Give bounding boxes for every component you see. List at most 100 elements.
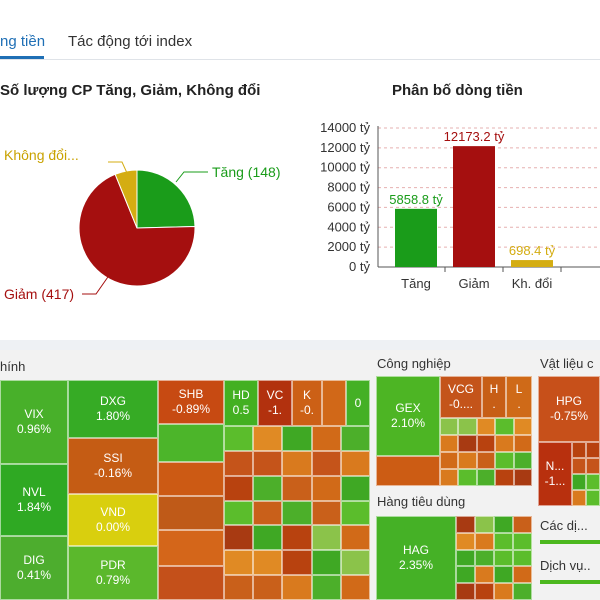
- stock-tile[interactable]: [513, 532, 532, 550]
- stock-tile[interactable]: [253, 550, 283, 576]
- tile-h[interactable]: H.: [482, 376, 506, 418]
- stock-tile[interactable]: [253, 450, 283, 476]
- tile-finance-small[interactable]: [158, 530, 224, 566]
- stock-tile[interactable]: [494, 549, 513, 567]
- bar-down[interactable]: [453, 146, 495, 267]
- tile-dig[interactable]: DIG 0.41%: [0, 536, 68, 600]
- stock-tile[interactable]: [458, 418, 477, 435]
- stock-tile[interactable]: [513, 469, 532, 486]
- tab-money-flow[interactable]: ng tiền: [0, 33, 46, 50]
- stock-tile[interactable]: [340, 575, 370, 600]
- tile-vcg[interactable]: VCG -0....: [440, 376, 482, 418]
- sector-title-services[interactable]: Các dị...: [540, 518, 588, 533]
- stock-tile[interactable]: [456, 583, 475, 600]
- stock-tile[interactable]: [458, 452, 477, 469]
- stock-tile[interactable]: [340, 500, 370, 526]
- tile-k[interactable]: K -0.: [292, 380, 322, 426]
- stock-tile[interactable]: [586, 442, 600, 458]
- stock-tile[interactable]: [513, 549, 532, 567]
- stock-tile[interactable]: [494, 532, 513, 550]
- stock-tile[interactable]: [224, 550, 254, 576]
- stock-tile[interactable]: [253, 500, 283, 526]
- sector-title-consumer[interactable]: Hàng tiêu dùng: [377, 494, 466, 509]
- stock-tile[interactable]: [253, 475, 283, 501]
- tile-hd[interactable]: HD 0.5: [224, 380, 258, 426]
- stock-tile[interactable]: [282, 426, 312, 451]
- pie-slice-down[interactable]: [78, 173, 196, 287]
- sector-title-industry[interactable]: Công nghiệp: [377, 356, 451, 371]
- stock-tile[interactable]: [475, 566, 494, 584]
- stock-tile[interactable]: [494, 516, 513, 533]
- stock-tile[interactable]: [572, 458, 586, 474]
- stock-tile[interactable]: [476, 418, 496, 435]
- stock-tile[interactable]: [311, 525, 341, 551]
- tile-vc[interactable]: VC -1.: [258, 380, 292, 426]
- stock-tile[interactable]: [224, 525, 254, 551]
- stock-tile[interactable]: [456, 549, 475, 567]
- stock-tile[interactable]: [224, 500, 254, 526]
- stock-tile[interactable]: [572, 490, 586, 506]
- stock-tile[interactable]: [340, 550, 370, 576]
- stock-tile[interactable]: [224, 426, 254, 451]
- stock-tile[interactable]: [440, 469, 459, 486]
- stock-tile[interactable]: [440, 435, 459, 452]
- stock-tile[interactable]: [458, 435, 477, 452]
- stock-tile[interactable]: [495, 452, 514, 469]
- stock-tile[interactable]: [311, 550, 341, 576]
- stock-tile[interactable]: [224, 475, 254, 501]
- stock-tile[interactable]: [513, 566, 532, 584]
- tile-vix[interactable]: VIX 0.96%: [0, 380, 68, 464]
- tile-nvl[interactable]: NVL 1.84%: [0, 464, 68, 536]
- stock-tile[interactable]: [311, 426, 341, 451]
- stock-tile[interactable]: [340, 525, 370, 551]
- stock-tile[interactable]: [440, 418, 459, 435]
- stock-tile[interactable]: [476, 452, 496, 469]
- tile-l[interactable]: L.: [506, 376, 532, 418]
- tile-ssi[interactable]: SSI -0.16%: [68, 438, 158, 494]
- stock-tile[interactable]: [494, 583, 513, 600]
- tile-shb[interactable]: SHB -0.89%: [158, 380, 224, 424]
- stock-tile[interactable]: [282, 575, 312, 600]
- stock-tile[interactable]: [311, 450, 341, 476]
- stock-tile[interactable]: [495, 418, 514, 435]
- tile-gex[interactable]: GEX 2.10%: [376, 376, 440, 456]
- stock-tile[interactable]: [456, 566, 475, 584]
- stock-tile[interactable]: [340, 475, 370, 501]
- bar-flat[interactable]: [511, 260, 553, 267]
- tile-hag[interactable]: HAG 2.35%: [376, 516, 456, 600]
- stock-tile[interactable]: [475, 516, 494, 533]
- stock-tile[interactable]: [586, 474, 600, 490]
- stock-tile[interactable]: [475, 549, 494, 567]
- stock-tile[interactable]: [475, 583, 494, 600]
- stock-tile[interactable]: [494, 566, 513, 584]
- sector-title-materials[interactable]: Vật liệu c: [540, 356, 594, 371]
- tile-dxg[interactable]: DXG 1.80%: [68, 380, 158, 438]
- stock-tile[interactable]: [282, 500, 312, 526]
- tile-zero[interactable]: 0: [346, 380, 370, 426]
- stock-tile[interactable]: [282, 450, 312, 476]
- stock-tile[interactable]: [476, 469, 496, 486]
- stock-tile[interactable]: [513, 418, 532, 435]
- stock-tile[interactable]: [513, 583, 532, 600]
- stock-tile[interactable]: [282, 475, 312, 501]
- tile-vnd[interactable]: VND 0.00%: [68, 494, 158, 546]
- tile-pdr[interactable]: PDR 0.79%: [68, 546, 158, 600]
- stock-tile[interactable]: [513, 452, 532, 469]
- stock-tile[interactable]: [572, 474, 586, 490]
- bar-up[interactable]: [395, 208, 437, 267]
- tile-finance-small[interactable]: [158, 462, 224, 496]
- stock-tile[interactable]: [586, 490, 600, 506]
- stock-tile[interactable]: [311, 475, 341, 501]
- stock-tile[interactable]: [340, 450, 370, 476]
- stock-tile[interactable]: [224, 450, 254, 476]
- stock-tile[interactable]: [495, 435, 514, 452]
- stock-tile[interactable]: [495, 469, 514, 486]
- stock-tile[interactable]: [513, 435, 532, 452]
- stock-tile[interactable]: [311, 500, 341, 526]
- tile-finance-small[interactable]: [158, 496, 224, 530]
- tile-n[interactable]: N... -1...: [538, 442, 572, 506]
- stock-tile[interactable]: [253, 525, 283, 551]
- stock-tile[interactable]: [253, 426, 283, 451]
- stock-tile[interactable]: [253, 575, 283, 600]
- tile-finance-small[interactable]: [322, 380, 346, 426]
